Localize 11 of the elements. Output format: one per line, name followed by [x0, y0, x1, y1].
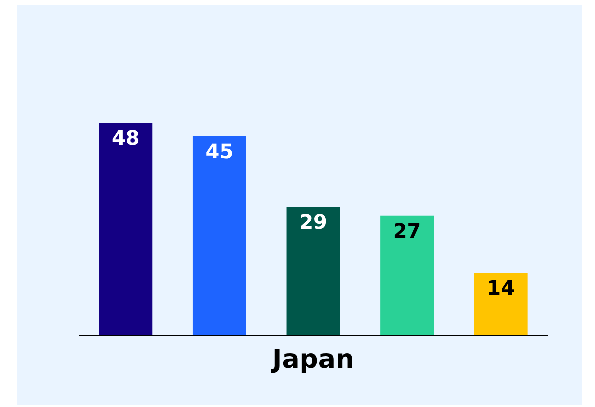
data-label: 27 — [393, 218, 422, 243]
bar — [192, 136, 246, 335]
data-label: 29 — [300, 210, 328, 234]
bar — [380, 216, 434, 335]
bar — [286, 207, 340, 335]
data-label: 45 — [206, 139, 234, 164]
x-axis-title: Japan — [270, 345, 354, 376]
data-label: 14 — [487, 276, 516, 300]
bar — [99, 123, 153, 335]
data-label: 48 — [112, 126, 140, 150]
bar — [474, 273, 528, 335]
